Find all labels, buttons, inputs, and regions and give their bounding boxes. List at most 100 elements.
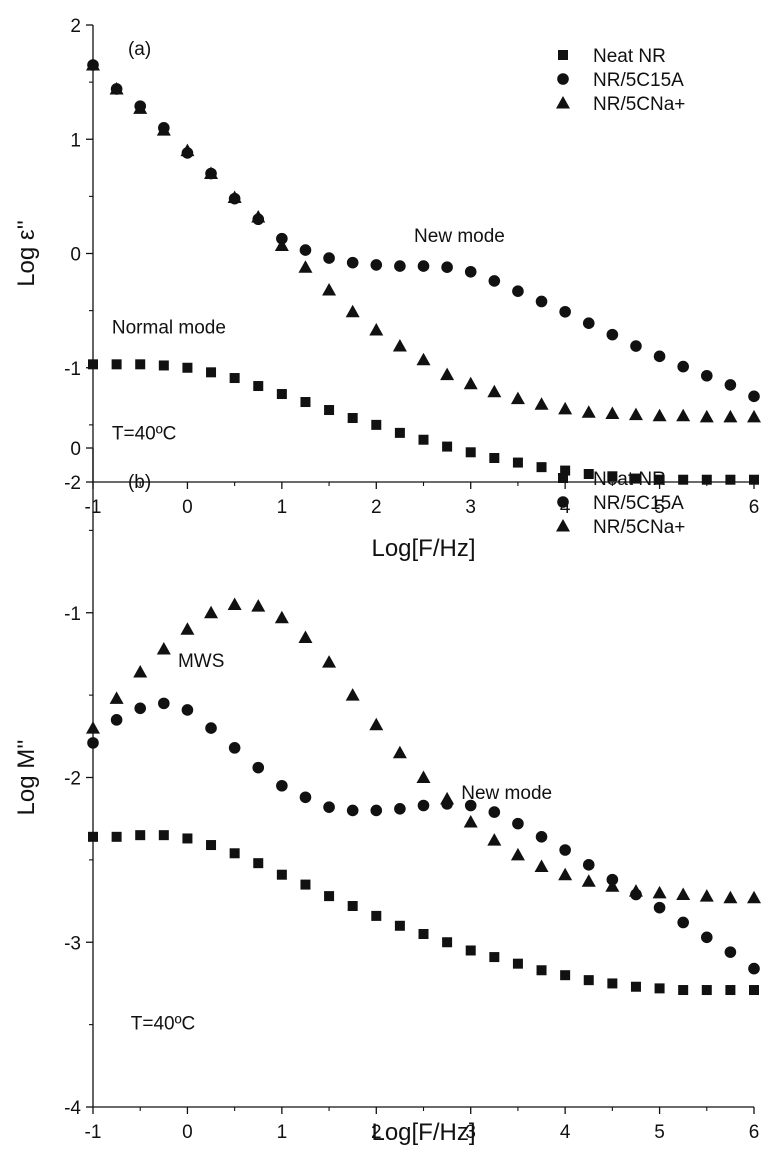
data-point <box>182 833 193 844</box>
data-point <box>581 405 596 418</box>
data-point <box>300 879 311 890</box>
y-tick-label: 0 <box>70 245 81 266</box>
data-point <box>489 952 500 963</box>
data-point <box>463 814 478 828</box>
data-point <box>418 929 429 940</box>
x-tick-label: 2 <box>371 497 382 518</box>
data-point <box>489 453 500 464</box>
x-tick-label: 6 <box>749 497 760 518</box>
data-point <box>510 391 525 405</box>
data-point <box>229 373 240 384</box>
data-point <box>583 469 594 480</box>
data-point <box>700 369 713 382</box>
data-point <box>558 401 573 415</box>
data-point <box>607 978 618 989</box>
data-point <box>630 473 641 484</box>
data-point <box>253 858 264 869</box>
legend-marker <box>558 50 568 60</box>
data-point <box>369 717 384 731</box>
data-point <box>677 360 689 373</box>
data-point <box>394 920 405 931</box>
data-point <box>180 143 195 157</box>
data-point <box>677 916 689 929</box>
data-point <box>204 166 219 180</box>
data-point <box>370 804 383 817</box>
chart-panel-b: -1 0 1 2 3 4 5 6 -4 -3 -2 -1 0 Log[F/Hz] Log M'' (b) MWS… <box>13 439 761 1146</box>
data-point <box>583 975 594 986</box>
data-point <box>392 339 407 352</box>
data-point <box>206 367 217 378</box>
x-tick-label: 4 <box>560 1122 571 1143</box>
data-point <box>748 962 760 975</box>
data-point <box>276 869 287 880</box>
data-point <box>228 742 241 754</box>
data-point <box>535 295 548 308</box>
data-point <box>512 285 524 298</box>
data-point <box>369 323 384 336</box>
data-point <box>676 887 691 900</box>
data-point <box>535 831 548 843</box>
y-tick-label: 1 <box>70 130 81 151</box>
legend-label: NR/5C15A <box>593 70 684 91</box>
y-axis-title: Log ε'' <box>13 220 40 287</box>
data-point <box>418 434 429 445</box>
x-tick-label: 2 <box>371 1122 382 1143</box>
data-point <box>747 890 761 904</box>
data-point <box>442 441 453 452</box>
series-nr-5c15a <box>87 697 760 975</box>
x-tick-label: 4 <box>560 497 571 518</box>
legend-label: NR/5CNa+ <box>593 94 685 115</box>
data-point <box>724 946 737 958</box>
data-point <box>748 390 760 403</box>
data-point <box>323 252 335 264</box>
data-point <box>628 407 643 421</box>
data-point <box>109 691 124 704</box>
data-point <box>747 409 761 423</box>
data-point <box>536 462 547 473</box>
data-point <box>440 367 455 381</box>
y-tick-label: -2 <box>64 769 81 790</box>
data-point <box>180 622 195 635</box>
data-point <box>133 665 148 678</box>
data-point <box>534 859 549 872</box>
data-point <box>251 599 266 612</box>
y-tick-label: -2 <box>64 473 81 494</box>
data-point <box>88 831 98 842</box>
data-point <box>724 379 737 391</box>
legend-marker <box>558 473 568 483</box>
data-point <box>229 848 240 859</box>
x-tick-label: 0 <box>182 1122 193 1143</box>
data-point <box>628 884 643 897</box>
legend-label: NR/5CNa+ <box>593 517 685 538</box>
data-point <box>654 983 665 994</box>
data-point <box>699 409 714 423</box>
annotation-text: T=40ºC <box>112 424 177 445</box>
x-tick-label: 0 <box>182 497 193 518</box>
data-point <box>394 427 405 438</box>
data-point <box>536 965 547 976</box>
data-point <box>251 209 266 223</box>
data-point <box>416 770 431 783</box>
data-point <box>701 474 712 485</box>
data-point <box>371 419 382 430</box>
data-point <box>417 799 430 812</box>
data-point <box>582 859 595 871</box>
data-point <box>156 641 171 655</box>
data-point <box>158 830 169 841</box>
data-point <box>463 376 478 390</box>
data-point <box>370 259 383 271</box>
data-point <box>274 610 289 624</box>
x-tick-label: 5 <box>654 1122 665 1143</box>
data-point <box>206 840 217 851</box>
series-nr-5cna- <box>86 597 761 904</box>
data-point <box>299 244 312 256</box>
data-point <box>487 833 502 846</box>
legend-marker <box>556 519 570 532</box>
data-point <box>725 474 736 485</box>
data-point <box>605 879 620 892</box>
data-point <box>87 737 99 749</box>
data-point <box>324 405 335 416</box>
x-axis-title: Log[F/Hz] <box>371 1119 475 1146</box>
data-point <box>323 801 335 813</box>
